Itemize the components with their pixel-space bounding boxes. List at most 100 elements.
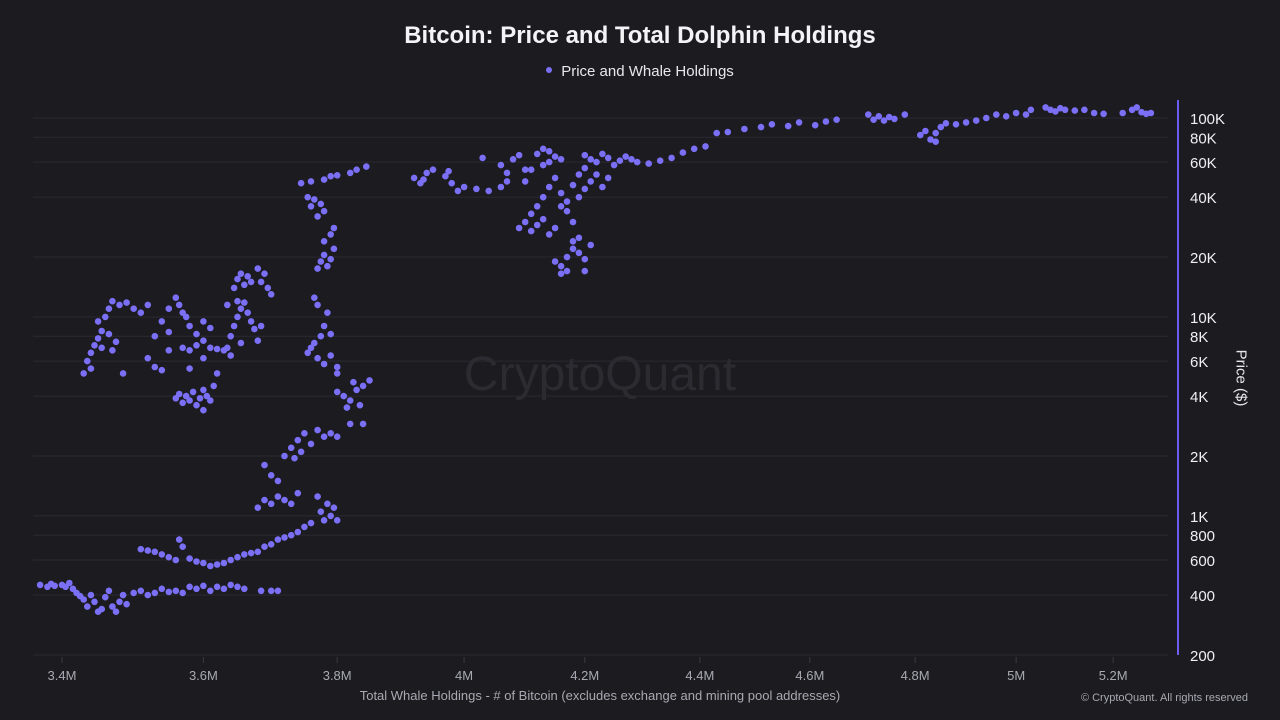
data-point [165,328,173,336]
data-point [251,325,258,333]
data-point [247,549,255,557]
y-tick-label: 40K [1190,190,1217,207]
data-point [193,401,200,409]
y-tick-label: 800 [1190,528,1215,545]
data-point [527,210,535,218]
data-point [102,313,109,321]
data-point [287,531,295,539]
data-point [942,120,950,127]
data-point [137,309,145,317]
data-point [151,548,159,556]
data-point [301,430,308,437]
legend[interactable]: Price and Whale Holdings [0,63,1280,80]
x-tick-label: 4M [455,668,473,683]
data-point [509,156,517,163]
data-point [551,153,559,160]
data-point [267,291,275,298]
data-point [575,249,583,257]
data-point [193,342,200,349]
x-tick-label: 5.2M [1099,668,1128,683]
data-point [527,166,535,173]
data-point [497,161,505,169]
data-point [112,608,120,615]
data-point [186,347,193,354]
data-point [330,224,338,232]
data-point [333,172,341,179]
data-point [604,174,612,182]
data-point [628,156,635,163]
data-point [193,585,200,593]
y-tick-label: 10K [1190,310,1217,327]
data-point [599,150,606,158]
data-point [1061,106,1069,114]
data-point [922,127,929,135]
data-point [241,551,248,558]
data-point [545,148,553,155]
data-point [539,193,547,201]
data-point [356,401,364,409]
data-point [254,265,262,272]
data-point [320,207,328,215]
data-point [87,591,95,599]
data-point [227,556,234,564]
data-point [291,454,298,462]
data-point [314,426,321,434]
y-tick-label: 100K [1190,111,1225,128]
data-point [130,589,137,597]
data-point [320,176,328,183]
data-point [294,489,302,497]
data-point [363,163,370,170]
data-point [442,172,449,180]
x-tick-label: 4.2M [570,668,599,683]
data-point [593,171,600,178]
data-point [327,352,335,359]
data-point [304,349,312,357]
data-point [210,382,217,390]
data-point [327,231,335,238]
data-point [333,363,341,371]
y-tick-label: 600 [1190,553,1215,570]
data-point [158,551,166,558]
legend-label: Price and Whale Holdings [561,63,734,80]
data-point [264,284,272,292]
y-tick-label: 4K [1190,389,1208,406]
data-point [227,352,234,359]
data-point [320,251,328,259]
data-point [557,203,565,210]
data-point [311,294,318,302]
data-point [581,164,589,172]
data-point [84,603,91,610]
y-tick-label: 1K [1190,509,1208,526]
data-point [307,344,315,352]
data-point [158,585,166,593]
data-point [448,179,456,187]
data-point [137,587,145,595]
data-point [865,111,872,118]
data-point [327,430,335,437]
data-point [327,512,335,520]
data-point [234,313,241,321]
data-point [320,433,328,441]
y-tick-label: 80K [1190,130,1217,147]
data-point [870,116,877,123]
x-tick-label: 3.4M [48,668,77,683]
data-point [350,378,357,386]
data-point [98,327,105,335]
data-point [320,238,328,245]
data-point [610,161,618,169]
data-point [224,301,231,309]
data-point [179,344,186,352]
data-point [151,363,159,371]
data-point [213,561,221,568]
data-point [563,267,571,275]
data-point [581,151,589,159]
data-point [485,187,493,195]
data-point [932,138,939,145]
data-point [521,166,529,173]
data-point [972,117,980,124]
data-point [207,344,214,352]
data-point [109,603,116,610]
data-point [333,433,341,441]
data-point [294,436,302,444]
data-point [274,587,282,595]
